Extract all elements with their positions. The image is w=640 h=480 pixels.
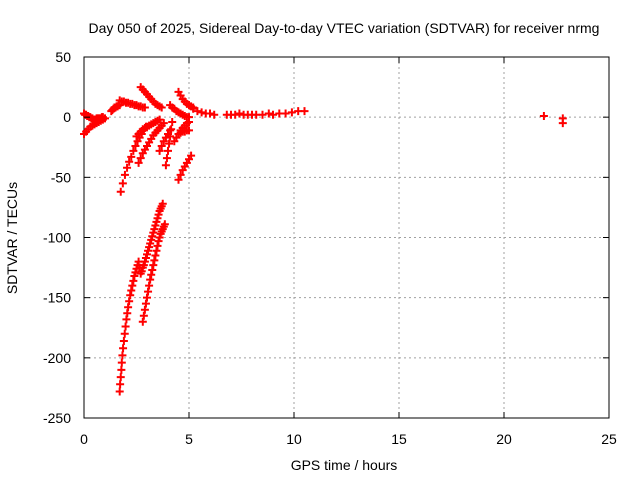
data-point — [281, 109, 290, 118]
data-points — [80, 83, 567, 396]
data-point — [124, 303, 133, 312]
data-point — [141, 299, 150, 308]
data-point — [149, 261, 158, 270]
data-point — [151, 251, 160, 260]
data-point — [140, 305, 149, 314]
data-point — [134, 158, 143, 167]
data-point — [129, 276, 138, 285]
data-point — [300, 107, 309, 116]
data-point — [269, 110, 277, 119]
data-point — [118, 351, 127, 360]
data-point — [129, 146, 138, 155]
data-point — [119, 344, 128, 353]
data-point — [287, 108, 296, 117]
data-point — [139, 311, 148, 320]
data-point — [123, 163, 132, 172]
data-point — [235, 109, 244, 118]
data-point — [119, 336, 128, 345]
data-point — [116, 187, 125, 196]
data-point — [197, 108, 206, 117]
data-point — [161, 161, 170, 170]
data-point — [189, 104, 198, 113]
data-point — [127, 286, 136, 295]
data-point — [121, 322, 130, 331]
data-point — [185, 126, 193, 135]
data-point — [141, 122, 150, 131]
y-tick-label: -250 — [43, 410, 71, 426]
data-point — [138, 317, 147, 326]
data-point — [165, 139, 174, 148]
data-point — [539, 111, 548, 120]
data-point — [187, 151, 196, 160]
data-point — [140, 103, 149, 112]
data-point — [210, 110, 219, 119]
data-point — [118, 179, 127, 188]
data-point — [126, 291, 135, 300]
data-point — [143, 293, 151, 302]
data-point — [127, 152, 136, 161]
y-tick-label: 0 — [63, 109, 71, 125]
x-tick-label: 5 — [185, 431, 193, 447]
data-point — [136, 154, 145, 163]
data-point — [231, 110, 240, 119]
data-point — [168, 117, 177, 126]
data-point — [147, 270, 156, 279]
data-point — [116, 380, 125, 389]
data-point — [125, 297, 134, 306]
x-tick-label: 15 — [391, 431, 407, 447]
data-point — [116, 373, 125, 382]
y-tick-label: -100 — [43, 230, 71, 246]
data-point — [155, 115, 164, 124]
data-point — [155, 146, 164, 155]
data-point — [131, 142, 140, 151]
data-point — [185, 117, 193, 126]
data-point — [160, 220, 169, 229]
y-tick-label: -150 — [43, 290, 71, 306]
data-point — [167, 125, 176, 134]
data-point — [158, 199, 167, 208]
data-point — [174, 175, 183, 184]
y-axis-label: SDTVAR / TECUs — [4, 182, 20, 294]
data-point — [117, 365, 126, 374]
data-point — [145, 281, 154, 290]
data-point — [150, 256, 159, 265]
y-tick-label: -200 — [43, 350, 71, 366]
data-point — [146, 275, 155, 284]
data-point — [258, 110, 267, 119]
axis-ticks: 0 5 10 15 20 25 -250 -200 -150 -100 -50 0 50 — [43, 49, 617, 447]
data-point — [176, 170, 185, 179]
data-point — [117, 358, 126, 367]
data-point — [115, 387, 124, 396]
data-point — [153, 241, 162, 250]
x-tick-label: 25 — [601, 431, 617, 447]
data-point — [148, 265, 157, 274]
data-point — [101, 114, 109, 123]
chart-title: Day 050 of 2025, Sidereal Day-to-day VTE… — [89, 20, 600, 36]
data-point — [166, 132, 175, 141]
grid — [84, 57, 609, 418]
data-point — [185, 101, 193, 110]
x-axis-label: GPS time / hours — [291, 457, 398, 473]
data-point — [120, 170, 129, 179]
data-point — [144, 287, 153, 296]
data-point — [558, 119, 567, 128]
x-tick-label: 20 — [496, 431, 512, 447]
data-point — [162, 154, 171, 163]
y-tick-label: -50 — [51, 169, 71, 185]
data-point — [157, 142, 166, 151]
data-point — [128, 281, 137, 290]
x-tick-label: 10 — [286, 431, 302, 447]
data-point — [152, 246, 161, 255]
y-tick-label: 50 — [55, 49, 71, 65]
data-point — [206, 109, 214, 118]
x-tick-label: 0 — [80, 431, 88, 447]
data-point — [125, 157, 134, 166]
data-point — [120, 329, 129, 338]
data-point — [164, 146, 172, 155]
data-point — [264, 109, 273, 118]
data-point — [193, 107, 202, 116]
data-point — [159, 119, 168, 128]
data-point — [157, 103, 166, 112]
